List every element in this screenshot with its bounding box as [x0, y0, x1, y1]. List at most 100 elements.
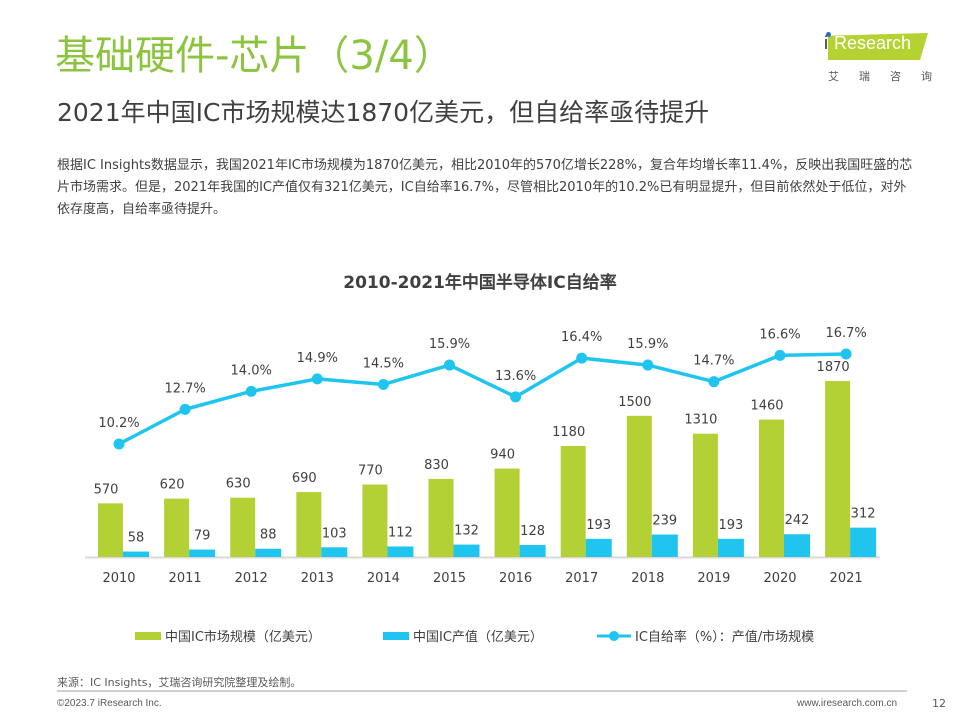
bar-label-ic-output: 193	[718, 518, 743, 533]
bar-ic-output	[321, 547, 348, 557]
x-tick-label: 2017	[565, 571, 598, 586]
logo-cn-char: 艾	[828, 70, 839, 83]
x-tick-label: 2011	[169, 571, 202, 586]
iresearch-logo: i Research 艾 瑞 咨 询	[820, 30, 935, 88]
logo-i: i	[824, 33, 828, 53]
logo-cn-char: 询	[921, 70, 932, 83]
bar-ic-output	[585, 538, 612, 557]
legend-swatch-blue	[383, 631, 409, 640]
legend-label: IC自给率（%）：产值/市场规模	[635, 630, 815, 645]
bar-ic-output	[850, 527, 877, 557]
logo-badge	[828, 33, 928, 60]
bar-label-market-size: 1180	[552, 425, 585, 440]
bar-label-market-size: 1460	[750, 399, 783, 414]
bar-market-size	[362, 484, 388, 557]
line-point	[576, 352, 588, 364]
bar-label-ic-output: 193	[586, 518, 611, 533]
legend-label: 中国IC产值（亿美元）	[413, 630, 543, 645]
line-point	[708, 376, 720, 388]
page-title: 基础硬件-芯片（3/4）	[55, 33, 454, 79]
chart-title: 2010-2021年中国半导体IC自给率	[343, 273, 617, 293]
bar-label-market-size: 940	[490, 448, 515, 463]
logo-cn-char: 咨	[890, 70, 901, 83]
bar-ic-output	[453, 544, 480, 557]
bar-ic-output	[519, 544, 546, 557]
bar-ic-output	[784, 534, 810, 557]
line-point-label: 15.9%	[429, 337, 470, 352]
bar-market-size	[428, 478, 454, 557]
line-point-label: 16.6%	[759, 327, 800, 342]
line-point-label: 16.7%	[825, 326, 866, 341]
combo-chart: 570 58 2010 620 79 2011 630 88 2012 690 103 2013 770…	[85, 326, 880, 586]
legend-line-marker-icon	[597, 630, 631, 641]
x-tick-label: 2013	[301, 571, 334, 586]
line-point	[245, 385, 257, 397]
line-point-label: 12.7%	[164, 381, 205, 396]
chart-legend: 中国IC市场规模（亿美元） 中国IC产值（亿美元） IC自给率（%）：产值/市场…	[0, 626, 960, 646]
x-tick-label: 2019	[697, 571, 730, 586]
line-point-label: 13.6%	[495, 369, 536, 384]
bar-label-ic-output: 88	[260, 528, 277, 543]
page-number: 12	[932, 697, 946, 710]
bar-label-ic-output: 58	[128, 531, 145, 546]
line-point-label: 14.5%	[363, 356, 404, 371]
x-tick-label: 2016	[499, 571, 532, 586]
bar-label-market-size: 830	[424, 458, 449, 473]
bar-ic-output	[651, 534, 678, 557]
bar-label-market-size: 690	[292, 471, 317, 486]
bar-market-size	[560, 445, 586, 557]
line-point	[840, 348, 852, 360]
line-point	[179, 403, 191, 415]
copyright: ©2023.7 iResearch Inc.	[57, 698, 162, 709]
bar-ic-output	[255, 548, 282, 557]
bar-ic-output	[387, 546, 414, 557]
bar-label-ic-output: 112	[388, 525, 413, 540]
x-tick-label: 2018	[631, 571, 664, 586]
bar-ic-output	[123, 551, 149, 557]
line-point	[444, 359, 455, 371]
line-point-label: 15.9%	[627, 337, 668, 352]
source-note: 来源：IC Insights，艾瑞咨询研究院整理及绘制。	[57, 676, 302, 689]
bar-ic-output	[717, 538, 744, 557]
line-point	[377, 378, 389, 390]
x-tick-label: 2010	[102, 571, 135, 586]
bar-market-size	[164, 498, 190, 557]
line-point-label: 16.4%	[561, 330, 602, 345]
line-point-label: 14.9%	[297, 351, 338, 366]
x-tick-label: 2021	[830, 571, 863, 586]
bar-label-market-size: 1870	[817, 360, 850, 375]
summary-paragraph: 根据IC Insights数据显示，我国2021年IC市场规模为1870亿美元，…	[57, 158, 913, 217]
line-point	[642, 359, 654, 371]
bar-ic-output	[189, 549, 216, 557]
line-point	[774, 349, 786, 361]
line-point-label: 14.0%	[231, 363, 272, 378]
x-tick-label: 2014	[367, 571, 400, 586]
line-point	[510, 391, 522, 403]
legend-item-self-sufficiency: IC自给率（%）：产值/市场规模	[597, 626, 814, 645]
logo-text: Research	[834, 33, 912, 53]
bar-label-ic-output: 79	[194, 529, 211, 544]
bar-market-size	[296, 492, 322, 557]
line-self-sufficiency	[118, 352, 847, 446]
x-tick-label: 2020	[763, 571, 796, 586]
line-point-label: 14.7%	[693, 354, 734, 369]
bar-label-ic-output: 312	[851, 507, 876, 522]
bar-market-size	[98, 503, 123, 557]
x-tick-label: 2012	[235, 571, 268, 586]
legend-label: 中国IC市场规模（亿美元）	[165, 630, 321, 645]
bar-label-market-size: 630	[226, 477, 251, 492]
line-point	[311, 373, 323, 385]
line-point	[113, 438, 125, 450]
bar-market-size	[759, 419, 784, 557]
bar-label-market-size: 570	[94, 482, 119, 497]
bar-market-size	[626, 415, 652, 557]
legend-swatch-green	[135, 631, 161, 640]
bar-market-size	[230, 497, 256, 557]
website-link[interactable]: www.iresearch.com.cn	[797, 698, 898, 709]
bar-label-ic-output: 242	[785, 513, 810, 528]
logo-cn-text: 艾 瑞 咨 询	[828, 68, 932, 84]
legend-item-market-size: 中国IC市场规模（亿美元）	[135, 626, 321, 645]
bar-label-market-size: 1310	[684, 413, 717, 428]
bar-label-ic-output: 132	[454, 524, 479, 539]
bar-label-market-size: 1500	[618, 395, 651, 410]
